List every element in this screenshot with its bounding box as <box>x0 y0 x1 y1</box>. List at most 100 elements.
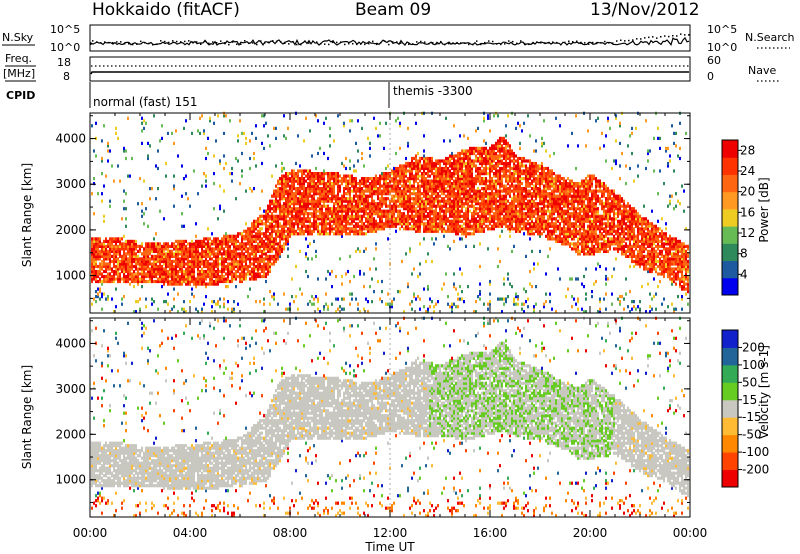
power-cell <box>359 184 361 188</box>
power-cell <box>311 204 313 208</box>
power-cell <box>185 119 187 123</box>
power-cell <box>175 247 177 251</box>
power-cell <box>237 259 239 264</box>
power-cell <box>433 164 435 168</box>
power-cell <box>413 292 415 296</box>
power-cell <box>227 249 229 253</box>
power-cell <box>383 222 385 226</box>
power-cell <box>351 214 353 218</box>
power-cell <box>91 244 93 248</box>
power-cell <box>231 272 233 276</box>
power-cell <box>481 161 483 166</box>
power-cell <box>485 179 487 183</box>
noise-search-dot <box>304 40 306 43</box>
power-cell <box>189 242 191 246</box>
power-cell <box>327 222 329 226</box>
power-cell <box>349 129 351 133</box>
power-cell <box>101 192 103 196</box>
power-cell <box>469 179 471 183</box>
power-cell <box>461 159 463 163</box>
power-cell <box>335 297 337 301</box>
power-cell <box>163 259 165 264</box>
power-cell <box>101 199 103 203</box>
power-cell <box>377 207 379 211</box>
power-cell <box>495 141 497 145</box>
power-cell <box>267 262 269 266</box>
power-cell <box>339 199 341 203</box>
power-cell <box>109 199 111 203</box>
power-cell <box>295 194 297 198</box>
power-cell <box>193 247 195 251</box>
noise-search-dot <box>208 42 210 45</box>
power-cell <box>421 177 423 181</box>
power-cell <box>301 179 303 183</box>
power-cell <box>95 242 97 246</box>
power-cell <box>449 202 451 206</box>
power-cell <box>149 242 151 246</box>
power-cell <box>311 295 313 299</box>
power-cell <box>411 164 413 168</box>
power-cell <box>165 161 167 166</box>
power-cell <box>159 277 161 281</box>
power-cell <box>403 172 405 176</box>
power-cell <box>405 184 407 188</box>
power-cell <box>289 217 291 221</box>
power-cell <box>477 149 479 153</box>
power-cell <box>445 169 447 173</box>
power-cell <box>353 164 355 168</box>
power-cell <box>469 169 471 173</box>
power-cell <box>381 300 383 304</box>
power-cell <box>139 277 141 281</box>
power-cell <box>453 239 455 243</box>
power-cell <box>307 172 309 176</box>
power-cell <box>331 182 333 186</box>
power-cell <box>443 187 445 191</box>
power-cell <box>459 217 461 221</box>
power-cell <box>283 232 285 236</box>
power-cell <box>423 166 425 171</box>
power-cell <box>381 290 383 294</box>
power-cell <box>123 264 125 269</box>
power-cell <box>485 161 487 166</box>
power-cell <box>421 199 423 203</box>
power-cell <box>403 212 405 216</box>
power-cell <box>479 202 481 206</box>
power-cell <box>153 249 155 253</box>
power-cell <box>283 197 285 201</box>
power-cell <box>457 174 459 178</box>
power-cell <box>495 214 497 218</box>
power-cell <box>283 292 285 296</box>
power-cell <box>307 212 309 216</box>
power-cell <box>427 307 429 311</box>
power-cell <box>181 254 183 258</box>
power-cell <box>379 214 381 218</box>
power-cell <box>137 267 139 271</box>
power-cell <box>395 187 397 191</box>
power-cell <box>265 224 267 228</box>
noise-search-dot <box>564 41 566 44</box>
power-cell <box>253 252 255 256</box>
power-cell <box>273 297 275 301</box>
power-cell <box>337 209 339 213</box>
power-cell <box>275 224 277 228</box>
power-cell <box>353 207 355 211</box>
power-cell <box>261 264 263 269</box>
power-cell <box>253 224 255 228</box>
power-cell <box>283 242 285 246</box>
power-cell <box>305 192 307 196</box>
nave-right-tick-top: 60 <box>707 54 721 67</box>
power-cell <box>245 272 247 276</box>
power-cell <box>433 179 435 183</box>
power-cell <box>419 184 421 188</box>
power-cell <box>327 189 329 193</box>
power-cell <box>415 174 417 178</box>
power-cell <box>317 229 319 233</box>
power-cell <box>277 234 279 238</box>
power-cell <box>303 232 305 236</box>
power-cell <box>111 259 113 264</box>
power-cell <box>271 237 273 241</box>
power-cell <box>329 209 331 213</box>
power-cell <box>451 156 453 161</box>
power-cell <box>481 207 483 211</box>
power-cell <box>401 189 403 193</box>
